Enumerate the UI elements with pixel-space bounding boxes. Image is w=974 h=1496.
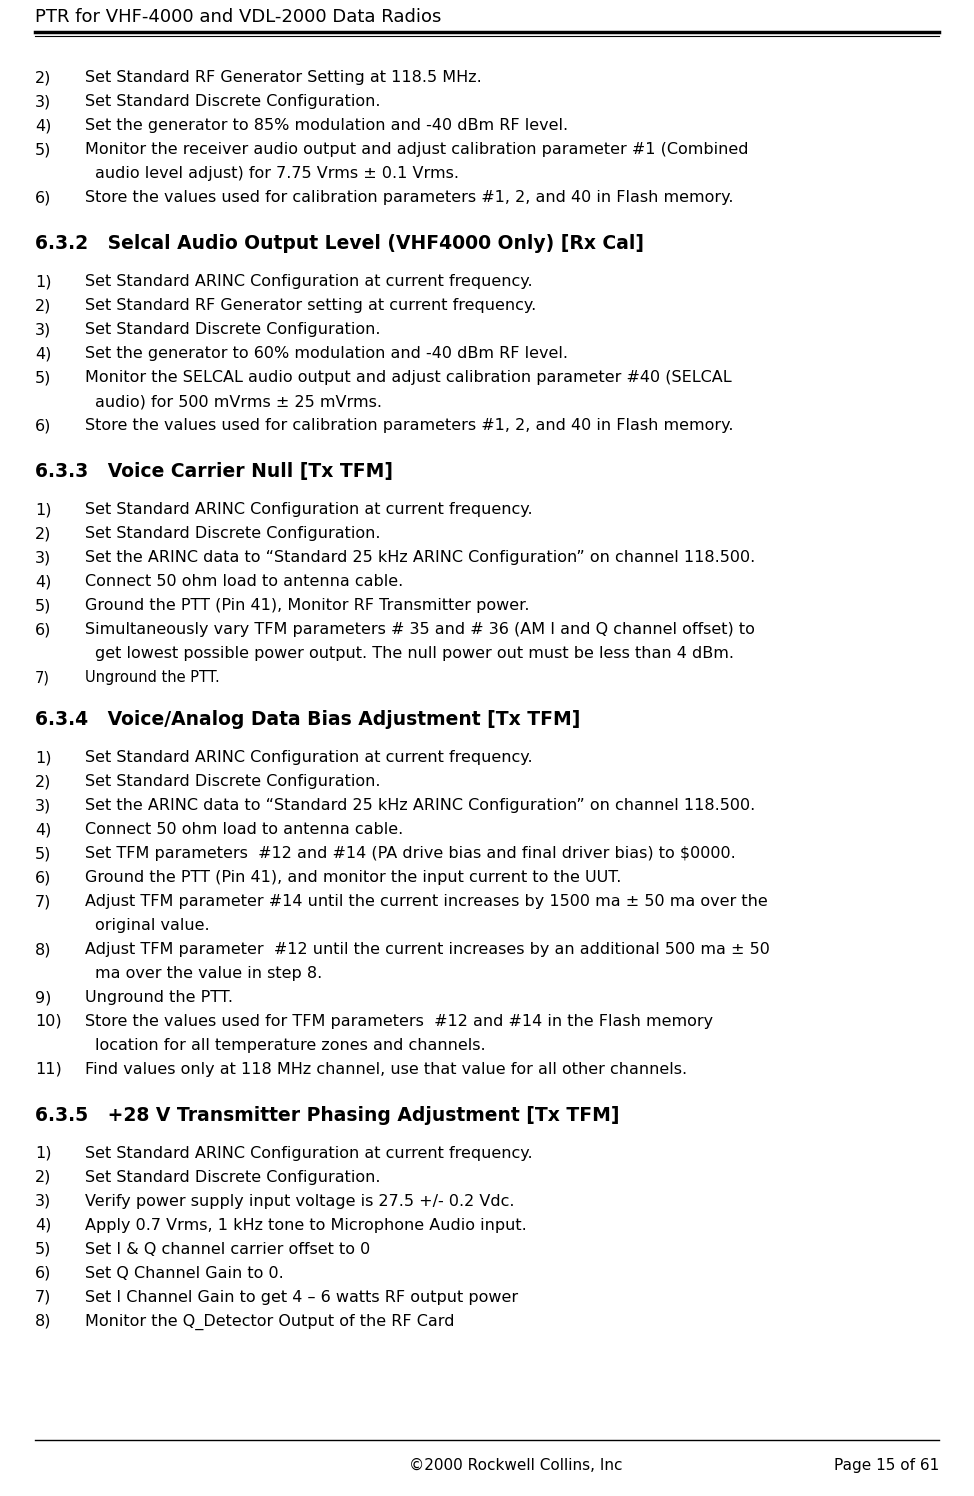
Text: 2): 2) [35, 298, 52, 313]
Text: Page 15 of 61: Page 15 of 61 [834, 1459, 939, 1474]
Text: 6): 6) [35, 190, 52, 205]
Text: 1): 1) [35, 1146, 52, 1161]
Text: Set the ARINC data to “Standard 25 kHz ARINC Configuration” on channel 118.500.: Set the ARINC data to “Standard 25 kHz A… [85, 551, 755, 565]
Text: Set I & Q channel carrier offset to 0: Set I & Q channel carrier offset to 0 [85, 1242, 370, 1257]
Text: 1): 1) [35, 274, 52, 289]
Text: audio level adjust) for 7.75 Vrms ± 0.1 Vrms.: audio level adjust) for 7.75 Vrms ± 0.1 … [95, 166, 459, 181]
Text: 6.3.4   Voice/Analog Data Bias Adjustment [Tx TFM]: 6.3.4 Voice/Analog Data Bias Adjustment … [35, 711, 581, 729]
Text: Connect 50 ohm load to antenna cable.: Connect 50 ohm load to antenna cable. [85, 821, 403, 836]
Text: Unground the PTT.: Unground the PTT. [85, 670, 220, 685]
Text: Ground the PTT (Pin 41), and monitor the input current to the UUT.: Ground the PTT (Pin 41), and monitor the… [85, 871, 621, 886]
Text: 5): 5) [35, 847, 52, 862]
Text: 11): 11) [35, 1062, 61, 1077]
Text: 5): 5) [35, 370, 52, 384]
Text: 4): 4) [35, 821, 52, 836]
Text: 6): 6) [35, 871, 52, 886]
Text: original value.: original value. [95, 919, 209, 934]
Text: 2): 2) [35, 773, 52, 788]
Text: 1): 1) [35, 749, 52, 764]
Text: Adjust TFM parameter #14 until the current increases by 1500 ma ± 50 ma over the: Adjust TFM parameter #14 until the curre… [85, 895, 768, 910]
Text: Set the ARINC data to “Standard 25 kHz ARINC Configuration” on channel 118.500.: Set the ARINC data to “Standard 25 kHz A… [85, 797, 755, 812]
Text: 5): 5) [35, 598, 52, 613]
Text: Set Standard RF Generator setting at current frequency.: Set Standard RF Generator setting at cur… [85, 298, 537, 313]
Text: 3): 3) [35, 797, 52, 812]
Text: audio) for 500 mVrms ± 25 mVrms.: audio) for 500 mVrms ± 25 mVrms. [95, 393, 382, 408]
Text: Find values only at 118 MHz channel, use that value for all other channels.: Find values only at 118 MHz channel, use… [85, 1062, 687, 1077]
Text: 6.3.5   +28 V Transmitter Phasing Adjustment [Tx TFM]: 6.3.5 +28 V Transmitter Phasing Adjustme… [35, 1106, 619, 1125]
Text: Monitor the receiver audio output and adjust calibration parameter #1 (Combined: Monitor the receiver audio output and ad… [85, 142, 748, 157]
Text: Unground the PTT.: Unground the PTT. [85, 990, 233, 1005]
Text: 4): 4) [35, 118, 52, 133]
Text: Set Standard Discrete Configuration.: Set Standard Discrete Configuration. [85, 322, 381, 337]
Text: 4): 4) [35, 1218, 52, 1233]
Text: get lowest possible power output. The null power out must be less than 4 dBm.: get lowest possible power output. The nu… [95, 646, 734, 661]
Text: 9): 9) [35, 990, 52, 1005]
Text: Apply 0.7 Vrms, 1 kHz tone to Microphone Audio input.: Apply 0.7 Vrms, 1 kHz tone to Microphone… [85, 1218, 527, 1233]
Text: 4): 4) [35, 574, 52, 589]
Text: Set Standard ARINC Configuration at current frequency.: Set Standard ARINC Configuration at curr… [85, 749, 533, 764]
Text: location for all temperature zones and channels.: location for all temperature zones and c… [95, 1038, 486, 1053]
Text: Set TFM parameters  #12 and #14 (PA drive bias and final driver bias) to $0000.: Set TFM parameters #12 and #14 (PA drive… [85, 847, 735, 862]
Text: Monitor the Q_Detector Output of the RF Card: Monitor the Q_Detector Output of the RF … [85, 1313, 455, 1330]
Text: Set the generator to 60% modulation and -40 dBm RF level.: Set the generator to 60% modulation and … [85, 346, 568, 361]
Text: Simultaneously vary TFM parameters # 35 and # 36 (AM I and Q channel offset) to: Simultaneously vary TFM parameters # 35 … [85, 622, 755, 637]
Text: Set Standard Discrete Configuration.: Set Standard Discrete Configuration. [85, 773, 381, 788]
Text: PTR for VHF-4000 and VDL-2000 Data Radios: PTR for VHF-4000 and VDL-2000 Data Radio… [35, 7, 441, 25]
Text: 6): 6) [35, 417, 52, 432]
Text: 7): 7) [35, 1290, 52, 1305]
Text: ©2000 Rockwell Collins, Inc: ©2000 Rockwell Collins, Inc [409, 1459, 622, 1474]
Text: Store the values used for TFM parameters  #12 and #14 in the Flash memory: Store the values used for TFM parameters… [85, 1014, 713, 1029]
Text: 6): 6) [35, 1266, 52, 1281]
Text: Store the values used for calibration parameters #1, 2, and 40 in Flash memory.: Store the values used for calibration pa… [85, 190, 733, 205]
Text: 4): 4) [35, 346, 52, 361]
Text: 3): 3) [35, 1194, 52, 1209]
Text: 7): 7) [35, 895, 52, 910]
Text: 8): 8) [35, 1313, 52, 1328]
Text: Set Standard ARINC Configuration at current frequency.: Set Standard ARINC Configuration at curr… [85, 503, 533, 518]
Text: Set Standard ARINC Configuration at current frequency.: Set Standard ARINC Configuration at curr… [85, 274, 533, 289]
Text: Set Standard ARINC Configuration at current frequency.: Set Standard ARINC Configuration at curr… [85, 1146, 533, 1161]
Text: Adjust TFM parameter  #12 until the current increases by an additional 500 ma ± : Adjust TFM parameter #12 until the curre… [85, 942, 769, 957]
Text: 5): 5) [35, 1242, 52, 1257]
Text: 2): 2) [35, 527, 52, 542]
Text: Store the values used for calibration parameters #1, 2, and 40 in Flash memory.: Store the values used for calibration pa… [85, 417, 733, 432]
Text: 1): 1) [35, 503, 52, 518]
Text: 6.3.3   Voice Carrier Null [Tx TFM]: 6.3.3 Voice Carrier Null [Tx TFM] [35, 462, 393, 482]
Text: 3): 3) [35, 94, 52, 109]
Text: Set Q Channel Gain to 0.: Set Q Channel Gain to 0. [85, 1266, 283, 1281]
Text: 8): 8) [35, 942, 52, 957]
Text: 2): 2) [35, 70, 52, 85]
Text: Ground the PTT (Pin 41), Monitor RF Transmitter power.: Ground the PTT (Pin 41), Monitor RF Tran… [85, 598, 530, 613]
Text: 7): 7) [35, 670, 50, 685]
Text: Set Standard Discrete Configuration.: Set Standard Discrete Configuration. [85, 94, 381, 109]
Text: 6): 6) [35, 622, 52, 637]
Text: 10): 10) [35, 1014, 61, 1029]
Text: 3): 3) [35, 322, 52, 337]
Text: 2): 2) [35, 1170, 52, 1185]
Text: 5): 5) [35, 142, 52, 157]
Text: Verify power supply input voltage is 27.5 +/- 0.2 Vdc.: Verify power supply input voltage is 27.… [85, 1194, 514, 1209]
Text: Set Standard Discrete Configuration.: Set Standard Discrete Configuration. [85, 527, 381, 542]
Text: 6.3.2   Selcal Audio Output Level (VHF4000 Only) [Rx Cal]: 6.3.2 Selcal Audio Output Level (VHF4000… [35, 233, 644, 253]
Text: Monitor the SELCAL audio output and adjust calibration parameter #40 (SELCAL: Monitor the SELCAL audio output and adju… [85, 370, 731, 384]
Text: Set Standard Discrete Configuration.: Set Standard Discrete Configuration. [85, 1170, 381, 1185]
Text: ma over the value in step 8.: ma over the value in step 8. [95, 966, 322, 981]
Text: Set I Channel Gain to get 4 – 6 watts RF output power: Set I Channel Gain to get 4 – 6 watts RF… [85, 1290, 518, 1305]
Text: Set the generator to 85% modulation and -40 dBm RF level.: Set the generator to 85% modulation and … [85, 118, 568, 133]
Text: Set Standard RF Generator Setting at 118.5 MHz.: Set Standard RF Generator Setting at 118… [85, 70, 482, 85]
Text: Connect 50 ohm load to antenna cable.: Connect 50 ohm load to antenna cable. [85, 574, 403, 589]
Text: 3): 3) [35, 551, 52, 565]
